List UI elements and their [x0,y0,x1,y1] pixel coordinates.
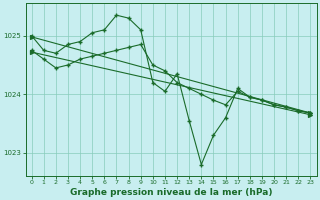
X-axis label: Graphe pression niveau de la mer (hPa): Graphe pression niveau de la mer (hPa) [70,188,272,197]
